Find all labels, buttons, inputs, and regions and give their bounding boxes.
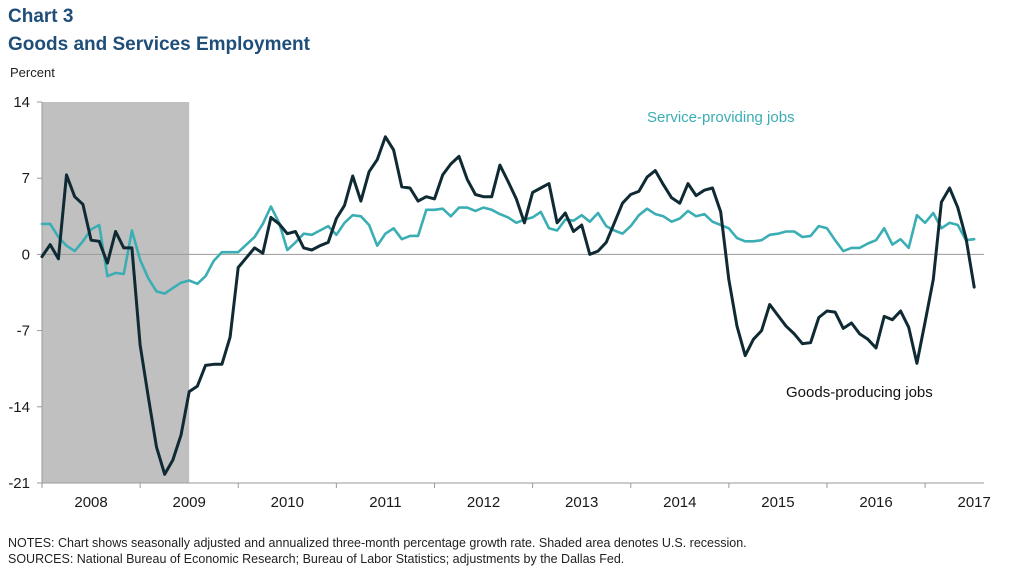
x-tick-label: 2013 bbox=[565, 494, 598, 511]
sources-text: SOURCES: National Bureau of Economic Res… bbox=[8, 552, 625, 566]
x-tick-label: 2010 bbox=[271, 494, 304, 511]
x-tick-label: 2015 bbox=[761, 494, 794, 511]
y-tick-label: -14 bbox=[8, 399, 30, 416]
x-tick-label: 2017 bbox=[958, 494, 991, 511]
notes-text: NOTES: Chart shows seasonally adjusted a… bbox=[8, 536, 747, 550]
x-tick-label: 2011 bbox=[369, 494, 401, 511]
y-tick-label: -21 bbox=[8, 475, 30, 492]
x-tick-label: 2016 bbox=[859, 494, 892, 511]
x-tick-label: 2014 bbox=[663, 494, 696, 511]
x-tick-label: 2008 bbox=[74, 494, 107, 511]
services-series-label: Service-providing jobs bbox=[647, 109, 795, 126]
goods-producing-line bbox=[40, 135, 976, 476]
x-tick-label: 2009 bbox=[173, 494, 206, 511]
y-tick-label: 7 bbox=[22, 170, 30, 187]
y-axis-unit-label: Percent bbox=[10, 65, 55, 80]
goods-series-label: Goods-producing jobs bbox=[786, 384, 933, 401]
chart-number: Chart 3 bbox=[8, 6, 74, 27]
service-providing-line bbox=[40, 205, 976, 295]
y-tick-label: 14 bbox=[13, 94, 30, 111]
y-tick-label: -7 bbox=[17, 323, 30, 340]
x-tick-label: 2012 bbox=[467, 494, 500, 511]
y-tick-label: 0 bbox=[22, 246, 30, 263]
chart-title: Goods and Services Employment bbox=[8, 34, 310, 55]
